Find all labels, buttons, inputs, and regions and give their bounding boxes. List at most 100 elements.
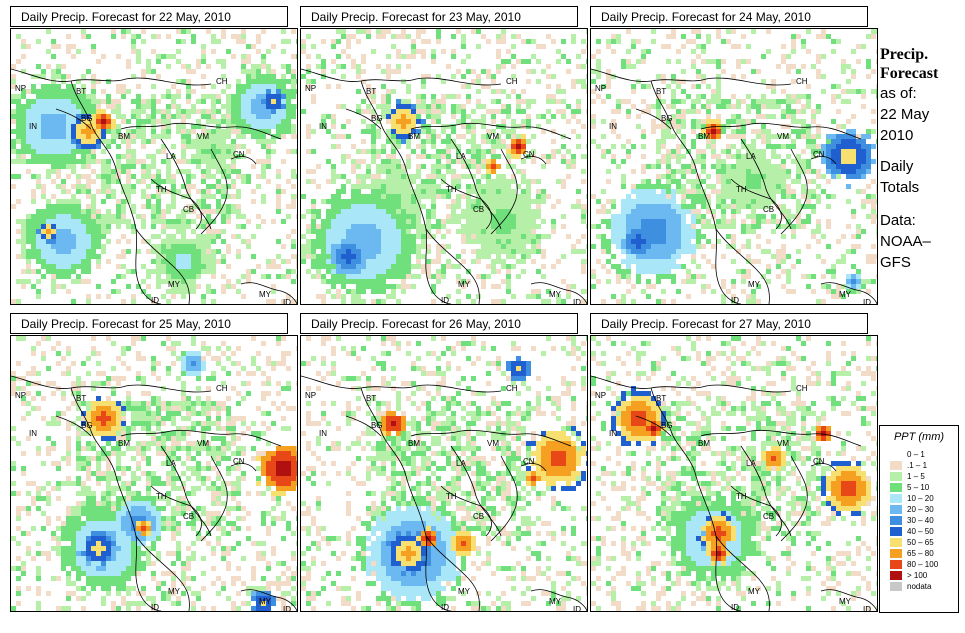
precip-map: CH NP BT IN BG BM VM LA CN TH CB MY MY ID ID bbox=[10, 335, 298, 612]
country-label-th: TH bbox=[156, 185, 167, 194]
legend-item: 5 – 10 bbox=[890, 482, 958, 493]
precip-field bbox=[11, 336, 297, 611]
data-source-line3: GFS bbox=[880, 254, 911, 271]
legend-item: > 100 bbox=[890, 570, 958, 581]
country-label-bg: BG bbox=[661, 421, 673, 430]
country-label-id-w: ID bbox=[441, 603, 449, 611]
country-borders bbox=[301, 68, 587, 304]
country-label-id-w: ID bbox=[441, 296, 449, 304]
data-source-line2: NOAA– bbox=[880, 233, 931, 250]
legend-swatch bbox=[890, 505, 902, 514]
country-label-vm: VM bbox=[197, 132, 209, 141]
asof-label: as of: bbox=[880, 85, 917, 102]
legend-swatch bbox=[890, 483, 902, 492]
panel-title: Daily Precip. Forecast for 23 May, 2010 bbox=[300, 6, 578, 27]
panel-title: Daily Precip. Forecast for 27 May, 2010 bbox=[590, 313, 868, 334]
legend-item: 65 – 80 bbox=[890, 548, 958, 559]
country-label-bg: BG bbox=[371, 421, 383, 430]
country-label-bt: BT bbox=[76, 394, 86, 403]
country-label-my-w: MY bbox=[168, 280, 181, 289]
precip-map-canvas: CH NP BT IN BG BM VM LA CN TH CB MY MY ID ID bbox=[301, 336, 587, 611]
country-label-ch: CH bbox=[216, 77, 228, 86]
legend-label: 50 – 65 bbox=[907, 538, 934, 547]
country-label-np: NP bbox=[15, 391, 26, 400]
legend-item: 50 – 65 bbox=[890, 537, 958, 548]
country-label-ch: CH bbox=[796, 384, 808, 393]
country-label-in: IN bbox=[609, 429, 617, 438]
country-label-my-w: MY bbox=[748, 587, 761, 596]
country-label-cn: CN bbox=[233, 457, 245, 466]
panel-title: Daily Precip. Forecast for 24 May, 2010 bbox=[590, 6, 868, 27]
legend-swatch bbox=[890, 461, 902, 470]
country-label-bt: BT bbox=[366, 87, 376, 96]
country-label-my-w: MY bbox=[458, 280, 471, 289]
country-label-in: IN bbox=[29, 122, 37, 131]
country-label-ch: CH bbox=[506, 77, 518, 86]
legend-label: 1 – 5 bbox=[907, 472, 925, 481]
country-label-la: LA bbox=[746, 459, 756, 468]
country-label-my-e: MY bbox=[259, 290, 272, 299]
legend-title: PPT (mm) bbox=[893, 431, 945, 443]
country-label-bt: BT bbox=[656, 87, 666, 96]
legend-swatch bbox=[890, 472, 902, 481]
precip-map: CH NP BT IN BG BM VM LA CN TH CB MY MY ID ID bbox=[590, 335, 878, 612]
legend-item: 40 – 50 bbox=[890, 526, 958, 537]
country-label-cn: CN bbox=[523, 150, 535, 159]
precip-field bbox=[591, 29, 877, 304]
asof-date: 22 May bbox=[880, 106, 930, 123]
precip-map: CH NP BT IN BG BM VM LA CN TH CB MY MY ID ID bbox=[10, 28, 298, 305]
country-borders bbox=[11, 375, 297, 611]
precip-map-canvas: CH NP BT IN BG BM VM LA CN TH CB MY MY ID ID bbox=[301, 29, 587, 304]
country-label-vm: VM bbox=[777, 439, 789, 448]
country-label-bg: BG bbox=[81, 421, 93, 430]
forecast-panel: Daily Precip. Forecast for 26 May, 2010 C… bbox=[300, 313, 590, 613]
country-label-bg: BG bbox=[371, 114, 383, 123]
country-label-th: TH bbox=[736, 492, 747, 501]
country-label-id-e: ID bbox=[283, 298, 291, 304]
country-label-np: NP bbox=[595, 391, 606, 400]
country-label-id-w: ID bbox=[731, 296, 739, 304]
country-label-bm: BM bbox=[118, 132, 130, 141]
precip-field bbox=[591, 336, 877, 611]
country-label-bm: BM bbox=[118, 439, 130, 448]
legend-label: nodata bbox=[907, 582, 932, 591]
legend-item: 20 – 30 bbox=[890, 504, 958, 515]
totals-line1: Daily bbox=[880, 158, 914, 175]
forecast-panel: Daily Precip. Forecast for 27 May, 2010 C… bbox=[590, 313, 880, 613]
legend-swatch bbox=[890, 494, 902, 503]
data-source-line1: Data: bbox=[880, 212, 916, 229]
country-label-id-e: ID bbox=[283, 605, 291, 611]
precip-map-canvas: CH NP BT IN BG BM VM LA CN TH CB MY MY ID ID bbox=[591, 336, 877, 611]
country-label-cn: CN bbox=[233, 150, 245, 159]
country-label-vm: VM bbox=[197, 439, 209, 448]
legend-swatch bbox=[890, 582, 902, 591]
legend-swatch bbox=[890, 571, 902, 580]
country-label-cb: CB bbox=[763, 512, 774, 521]
precip-legend: PPT (mm) 0 – 1 .1 – 1 1 – 5 5 – 10 10 – 20 20… bbox=[879, 425, 959, 613]
country-label-cn: CN bbox=[813, 457, 825, 466]
country-label-vm: VM bbox=[777, 132, 789, 141]
country-label-cb: CB bbox=[763, 205, 774, 214]
country-label-id-e: ID bbox=[573, 298, 581, 304]
country-label-th: TH bbox=[446, 492, 457, 501]
country-label-bt: BT bbox=[76, 87, 86, 96]
country-label-cb: CB bbox=[183, 205, 194, 214]
country-label-th: TH bbox=[156, 492, 167, 501]
legend-label: .1 – 1 bbox=[907, 461, 928, 470]
precip-field bbox=[301, 336, 587, 611]
country-borders bbox=[301, 375, 587, 611]
country-label-th: TH bbox=[446, 185, 457, 194]
country-label-la: LA bbox=[746, 152, 756, 161]
country-label-np: NP bbox=[305, 84, 316, 93]
sidebar-info: Precip. Forecast as of: 22 May 2010 Dail… bbox=[880, 45, 964, 273]
country-label-id-w: ID bbox=[731, 603, 739, 611]
panel-title: Daily Precip. Forecast for 26 May, 2010 bbox=[300, 313, 578, 334]
country-borders bbox=[11, 68, 297, 304]
legend-item: 30 – 40 bbox=[890, 515, 958, 526]
sidebar-title-line1: Precip. bbox=[880, 46, 929, 63]
country-label-bt: BT bbox=[656, 394, 666, 403]
country-label-ch: CH bbox=[506, 384, 518, 393]
country-label-bm: BM bbox=[408, 132, 420, 141]
country-label-in: IN bbox=[319, 122, 327, 131]
legend-item: 80 – 100 bbox=[890, 559, 958, 570]
